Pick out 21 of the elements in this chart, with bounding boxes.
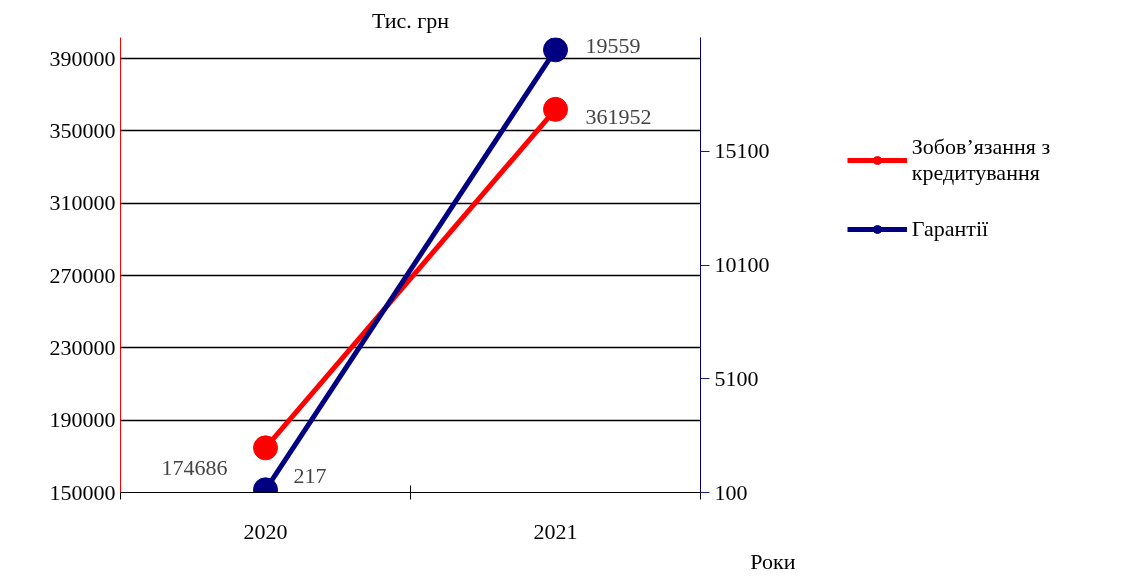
data-label: 19559 bbox=[585, 32, 641, 58]
y-tick-label: 190000 bbox=[49, 407, 116, 433]
y2-tick-label: 15100 bbox=[714, 138, 770, 164]
x-tick-label: 2021 bbox=[533, 518, 578, 544]
y-axis-title: Тис. грн bbox=[371, 7, 450, 33]
y-tick-label: 390000 bbox=[49, 45, 116, 71]
y-tick-label: 310000 bbox=[49, 190, 116, 216]
y-tick-label: 350000 bbox=[49, 117, 116, 143]
legend-label: Гарантії bbox=[911, 216, 989, 242]
legend-label: Зобов’язання з кредитування bbox=[911, 134, 1051, 186]
data-label: 361952 bbox=[585, 104, 652, 130]
y-tick-label: 150000 bbox=[49, 479, 116, 505]
y-tick-label: 270000 bbox=[49, 262, 116, 288]
y2-tick-label: 5100 bbox=[714, 365, 759, 391]
x-tick-label: 2020 bbox=[243, 518, 288, 544]
y-tick-label: 230000 bbox=[49, 334, 116, 360]
y2-tick-label: 100 bbox=[714, 479, 748, 505]
data-label: 174686 bbox=[161, 454, 228, 480]
x-axis-title: Роки bbox=[750, 548, 796, 574]
y2-tick-label: 10100 bbox=[714, 252, 770, 277]
data-label: 217 bbox=[293, 462, 327, 488]
